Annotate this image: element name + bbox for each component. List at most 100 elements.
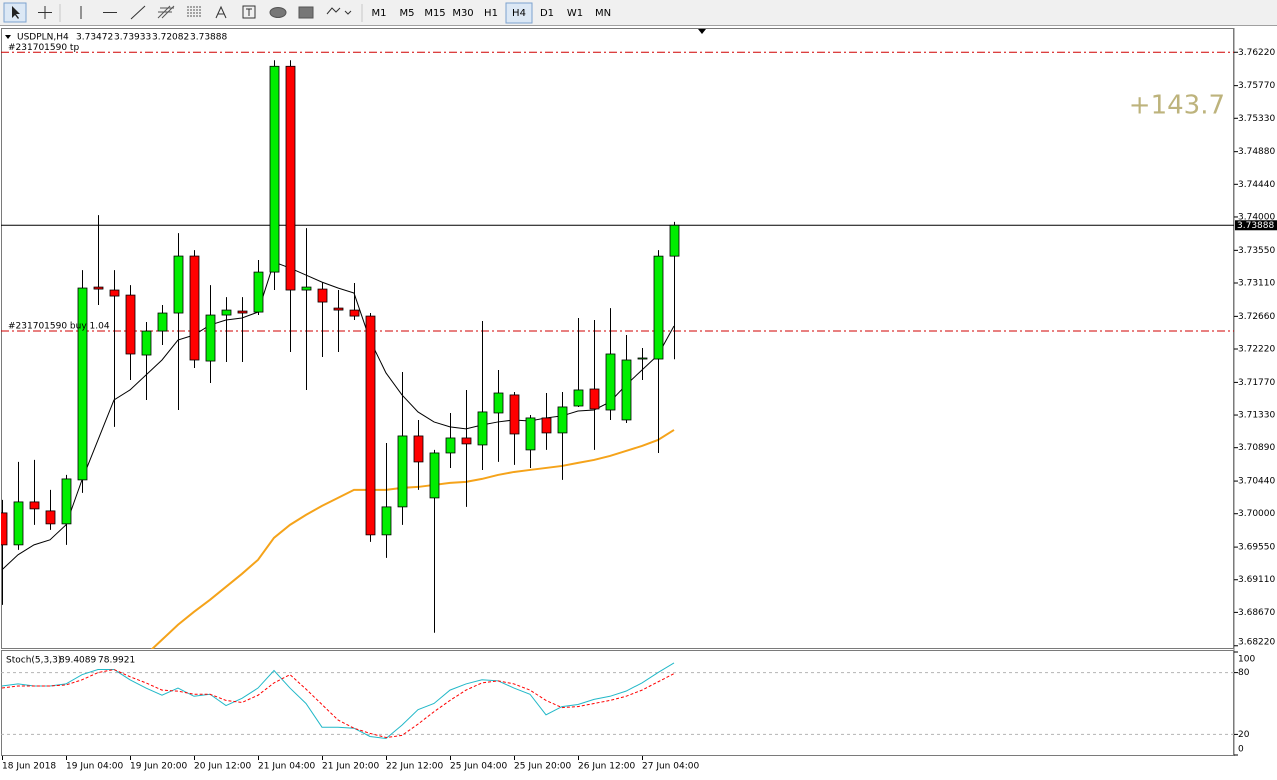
timeframe-button[interactable]: M5 <box>400 8 415 19</box>
toolbar-tools <box>3 2 363 23</box>
shift-marker <box>698 29 706 34</box>
indicator-title: Stoch(5,3,3) <box>6 656 61 666</box>
candle-body <box>269 65 280 273</box>
candle-body <box>397 435 408 508</box>
y-tick-label: 3.71770 <box>1238 378 1275 388</box>
label-tool[interactable] <box>242 5 256 19</box>
timeframe-buttons: M1 M5 M15 M30 H1 H4 D1 W1 MN <box>372 2 611 24</box>
active-timeframe <box>505 2 533 24</box>
x-tick-label: 22 Jun 12:00 <box>386 762 443 772</box>
current-price-label: 3.73888 <box>1237 221 1274 231</box>
plot-layer: 3.68220 3.68670 3.69110 3.69550 3.70000 3.704… <box>1 43 1277 772</box>
channel-tool[interactable] <box>157 5 175 19</box>
y-tick-label: 3.74880 <box>1238 147 1275 157</box>
timeframe-button[interactable]: M30 <box>452 8 473 19</box>
y-tick-label: 3.69110 <box>1238 575 1275 585</box>
candle-body <box>349 309 360 317</box>
candle-body <box>77 287 88 481</box>
candle-body <box>301 286 312 291</box>
y-tick-label: 3.73550 <box>1238 246 1275 256</box>
y-tick-label: 3.76220 <box>1238 48 1275 58</box>
x-tick-label: 26 Jun 12:00 <box>578 762 635 772</box>
x-tick-label: 20 Jun 12:00 <box>194 762 251 772</box>
candle-body <box>237 310 248 314</box>
rectangle-tool[interactable] <box>298 6 314 19</box>
candle-body <box>461 437 472 445</box>
candle-body <box>173 255 184 314</box>
timeframe-button[interactable]: M15 <box>424 8 445 19</box>
y-tick-label: 0 <box>1238 745 1244 755</box>
candle-body <box>93 286 104 290</box>
candle-body <box>637 357 648 360</box>
candle-body <box>525 417 536 451</box>
timeframe-button[interactable]: H4 <box>512 8 526 19</box>
candle-body <box>381 506 392 536</box>
indicator-line <box>1 662 675 740</box>
candle-body <box>205 314 216 362</box>
timeframe-button[interactable]: M1 <box>372 8 387 19</box>
x-tick-label: 25 Jun 20:00 <box>514 762 571 772</box>
candle-body <box>605 353 616 411</box>
candle-body <box>61 478 72 525</box>
candle-body <box>477 411 488 446</box>
candle-body <box>413 435 424 463</box>
candle-body <box>253 271 264 313</box>
header-high: 3.73933 <box>114 33 151 43</box>
y-tick-label: 3.71330 <box>1238 411 1275 421</box>
y-tick-label: 3.74000 <box>1238 212 1275 222</box>
x-tick-label: 19 Jun 20:00 <box>130 762 187 772</box>
indicator-line <box>1 668 675 738</box>
candle-body <box>621 359 632 421</box>
y-tick-label: 3.75330 <box>1238 114 1275 124</box>
x-tick-label: 25 Jun 04:00 <box>450 762 507 772</box>
x-tick-label: 19 Jun 04:00 <box>66 762 123 772</box>
order-label: #231701590 tp <box>8 43 79 53</box>
candle-body <box>189 255 200 361</box>
candle-body <box>541 417 552 434</box>
plot-area <box>1 662 1234 740</box>
collapse-arrow <box>5 35 11 39</box>
x-tick-label: 21 Jun 04:00 <box>258 762 315 772</box>
timeframe-button[interactable]: W1 <box>567 8 583 19</box>
timeframe-button[interactable]: H1 <box>484 8 498 19</box>
y-tick-label: 3.75770 <box>1238 81 1275 91</box>
arrows-tool[interactable] <box>326 7 352 15</box>
trendline-tool[interactable] <box>130 5 146 20</box>
candle-body <box>653 255 664 360</box>
header-low: 3.72082 <box>152 33 189 43</box>
indicator-frame <box>1 650 1234 756</box>
timeframe-button[interactable]: MN <box>595 8 611 19</box>
candle-body <box>13 501 24 546</box>
candle-body <box>365 315 376 536</box>
indicator-main-value: 89.4089 <box>59 656 96 666</box>
candle-body <box>557 406 568 434</box>
candle-body <box>317 288 328 303</box>
y-tick-label: 3.72220 <box>1238 345 1275 355</box>
candle-body <box>285 65 296 291</box>
indicator-signal-value: 78.9921 <box>98 656 135 666</box>
header-open: 3.73472 <box>76 33 113 43</box>
candle-body <box>157 312 168 332</box>
chart-title: USDPLN,H4 <box>17 33 69 43</box>
candle-body <box>669 224 680 257</box>
candle-body <box>1 512 8 546</box>
candle-body <box>429 452 440 499</box>
y-tick-label: 3.68670 <box>1238 608 1275 618</box>
text-tool[interactable] <box>215 5 227 19</box>
candle-body <box>333 307 344 311</box>
timeframe-button[interactable]: D1 <box>540 8 554 19</box>
moving-average <box>150 429 675 649</box>
ellipse-tool[interactable] <box>269 7 287 18</box>
y-tick-label: 3.72660 <box>1238 312 1275 322</box>
fibo-tool[interactable] <box>187 6 201 17</box>
label-tool-glyph <box>246 8 252 16</box>
cursor-icon <box>12 6 20 19</box>
candle-body <box>45 510 56 525</box>
y-tick-label: 3.74440 <box>1238 180 1275 190</box>
crosshair-tool[interactable] <box>38 6 52 19</box>
x-tick-label: 21 Jun 20:00 <box>322 762 379 772</box>
order-label: #231701590 buy 1.04 <box>8 322 110 332</box>
candle-body <box>509 394 520 435</box>
